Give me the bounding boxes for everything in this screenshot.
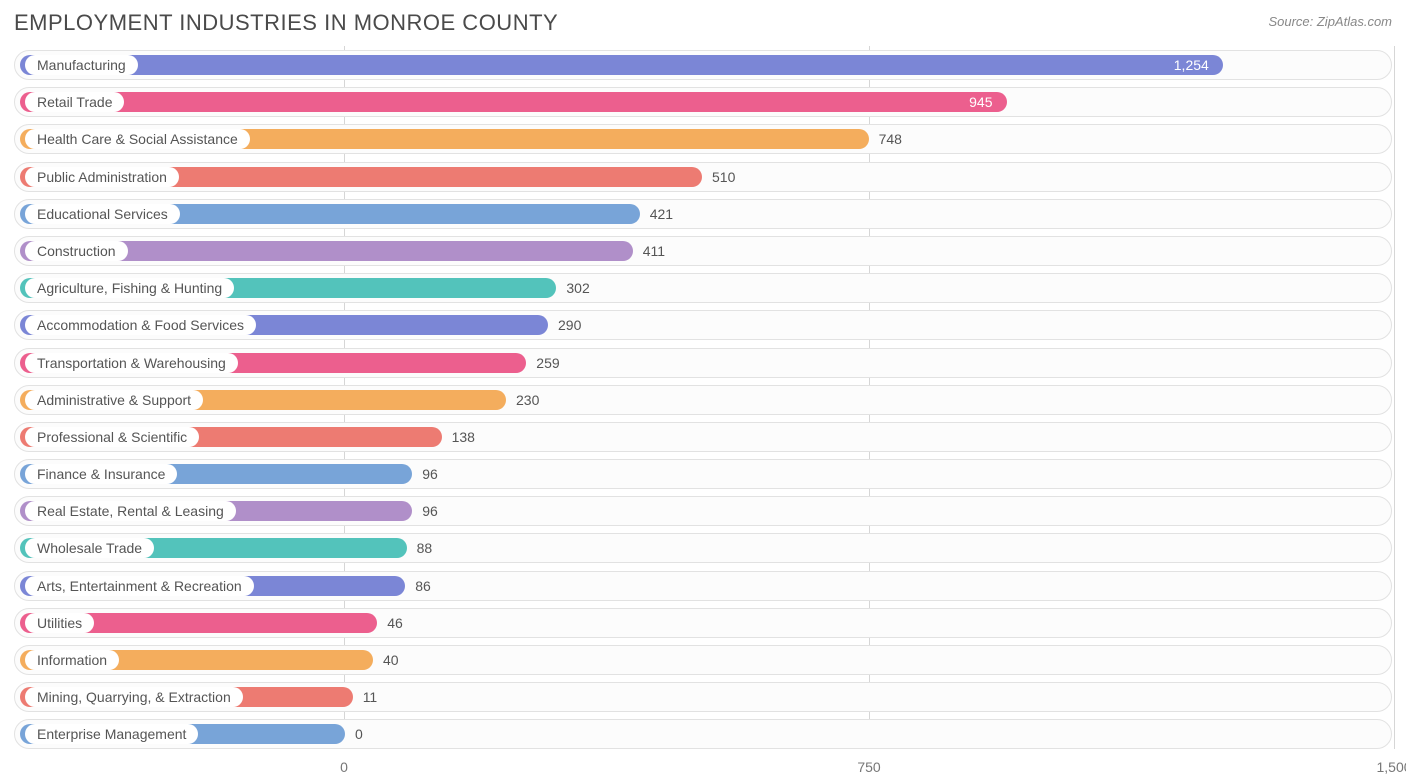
- bar-value-label: 40: [383, 646, 399, 674]
- bar-category-label: Arts, Entertainment & Recreation: [25, 576, 254, 596]
- bar-row: Utilities 46: [14, 608, 1392, 638]
- bar-value-label: 86: [415, 572, 431, 600]
- bar: [20, 92, 1007, 112]
- bar: [20, 55, 1223, 75]
- bar-row: Wholesale Trade 88: [14, 533, 1392, 563]
- bar-row: Information 40: [14, 645, 1392, 675]
- bar-value-label: 290: [558, 311, 581, 339]
- bar-category-label: Real Estate, Rental & Leasing: [25, 501, 236, 521]
- bar-row: Arts, Entertainment & Recreation 86: [14, 571, 1392, 601]
- bar-value-label: 945: [969, 88, 992, 116]
- bar-value-label: 138: [452, 423, 475, 451]
- x-tick-label: 0: [340, 759, 348, 775]
- bar-row: Construction 411: [14, 236, 1392, 266]
- bar-category-label: Agriculture, Fishing & Hunting: [25, 278, 234, 298]
- bar-category-label: Finance & Insurance: [25, 464, 177, 484]
- x-tick-label: 750: [857, 759, 880, 775]
- bar-value-label: 510: [712, 163, 735, 191]
- chart-area: Manufacturing 1,254 Retail Trade 945 Health …: [14, 50, 1392, 781]
- bar-rows-container: Manufacturing 1,254 Retail Trade 945 Health …: [14, 50, 1392, 749]
- bar-row: Enterprise Management 0: [14, 719, 1392, 749]
- bar-category-label: Utilities: [25, 613, 94, 633]
- bar-category-label: Health Care & Social Assistance: [25, 129, 250, 149]
- bar-category-label: Retail Trade: [25, 92, 124, 112]
- bar-row: Finance & Insurance 96: [14, 459, 1392, 489]
- bar-row: Transportation & Warehousing 259: [14, 348, 1392, 378]
- bar-row: Mining, Quarrying, & Extraction 11: [14, 682, 1392, 712]
- bar-value-label: 748: [879, 125, 902, 153]
- bar-category-label: Educational Services: [25, 204, 180, 224]
- bar-value-label: 1,254: [1174, 51, 1209, 79]
- bar-row: Administrative & Support 230: [14, 385, 1392, 415]
- bar-category-label: Mining, Quarrying, & Extraction: [25, 687, 243, 707]
- bar-row: Retail Trade 945: [14, 87, 1392, 117]
- bar-row: Public Administration 510: [14, 162, 1392, 192]
- bar-row: Professional & Scientific 138: [14, 422, 1392, 452]
- bar-row: Manufacturing 1,254: [14, 50, 1392, 80]
- bar-value-label: 96: [422, 497, 438, 525]
- bar-row: Accommodation & Food Services 290: [14, 310, 1392, 340]
- bar-value-label: 46: [387, 609, 403, 637]
- bar-category-label: Information: [25, 650, 119, 670]
- bar-category-label: Wholesale Trade: [25, 538, 154, 558]
- bar-value-label: 411: [643, 237, 665, 265]
- bar-value-label: 88: [417, 534, 433, 562]
- bar-value-label: 96: [422, 460, 438, 488]
- bar-category-label: Professional & Scientific: [25, 427, 199, 447]
- chart-source: Source: ZipAtlas.com: [1268, 14, 1392, 29]
- bar-category-label: Construction: [25, 241, 128, 261]
- bar-row: Educational Services 421: [14, 199, 1392, 229]
- bar-value-label: 230: [516, 386, 539, 414]
- bar-category-label: Administrative & Support: [25, 390, 203, 410]
- gridline: [1394, 46, 1395, 749]
- bar-category-label: Public Administration: [25, 167, 179, 187]
- bar-value-label: 302: [566, 274, 589, 302]
- bar-value-label: 421: [650, 200, 673, 228]
- bar-row: Real Estate, Rental & Leasing 96: [14, 496, 1392, 526]
- bar-category-label: Enterprise Management: [25, 724, 198, 744]
- bar-value-label: 259: [536, 349, 559, 377]
- chart-title: EMPLOYMENT INDUSTRIES IN MONROE COUNTY: [14, 10, 558, 36]
- bar-row: Health Care & Social Assistance 748: [14, 124, 1392, 154]
- bar-value-label: 0: [355, 720, 363, 748]
- x-tick-label: 1,500: [1376, 759, 1406, 775]
- bar-category-label: Transportation & Warehousing: [25, 353, 238, 373]
- bar-category-label: Accommodation & Food Services: [25, 315, 256, 335]
- bar-category-label: Manufacturing: [25, 55, 138, 75]
- bar-value-label: 11: [363, 683, 378, 711]
- bar-row: Agriculture, Fishing & Hunting 302: [14, 273, 1392, 303]
- chart-header: EMPLOYMENT INDUSTRIES IN MONROE COUNTY S…: [14, 10, 1392, 36]
